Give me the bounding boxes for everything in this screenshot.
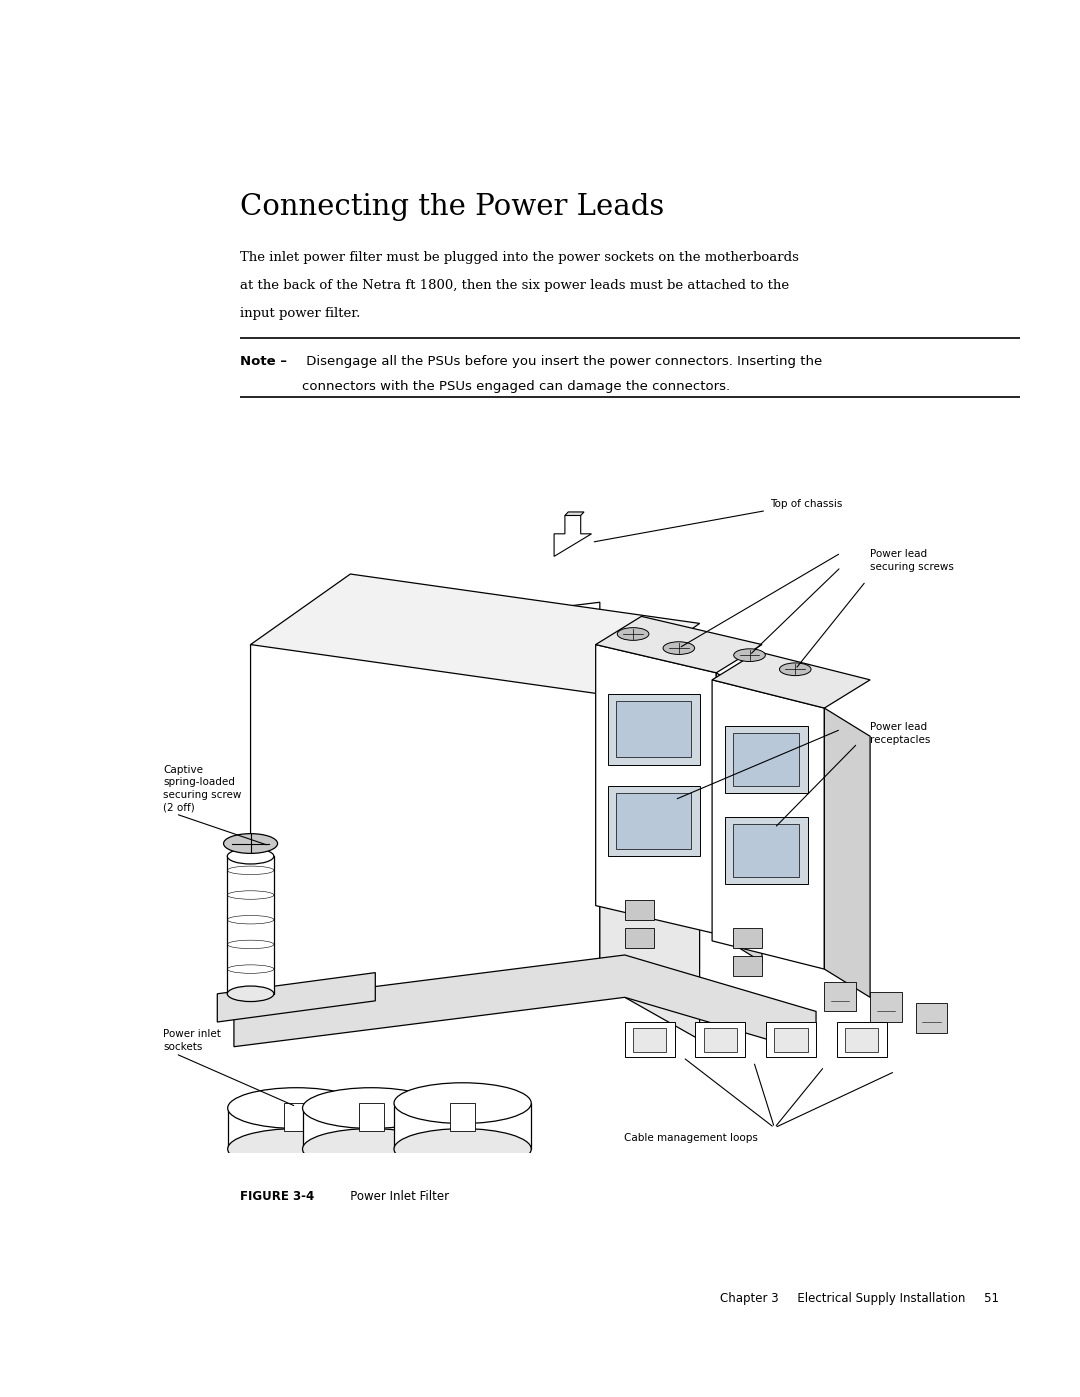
Polygon shape (217, 972, 376, 1023)
Bar (733, 928, 762, 949)
Polygon shape (251, 602, 599, 1025)
Ellipse shape (228, 1088, 365, 1129)
Text: Power lead
securing screws: Power lead securing screws (870, 549, 954, 573)
Bar (704, 1028, 737, 1052)
Bar (617, 792, 691, 849)
Polygon shape (596, 616, 762, 673)
Text: Power Inlet Filter: Power Inlet Filter (339, 1190, 449, 1203)
Polygon shape (712, 651, 870, 708)
Ellipse shape (302, 1129, 440, 1169)
Text: Power inlet
sockets: Power inlet sockets (163, 1030, 221, 1052)
Ellipse shape (394, 1083, 531, 1123)
Bar (284, 1104, 309, 1132)
Text: Chapter 3     Electrical Supply Installation     51: Chapter 3 Electrical Supply Installation… (720, 1292, 999, 1305)
Ellipse shape (302, 1088, 440, 1129)
Polygon shape (824, 708, 870, 997)
Ellipse shape (224, 834, 278, 854)
Bar (608, 785, 700, 856)
Bar (837, 1023, 887, 1058)
Bar (733, 957, 762, 977)
Bar (394, 1104, 531, 1148)
Bar (450, 1104, 475, 1132)
Polygon shape (599, 694, 700, 1039)
Bar (625, 1023, 675, 1058)
Bar (608, 694, 700, 764)
Bar (228, 1108, 365, 1148)
Bar (916, 1003, 947, 1032)
Text: connectors with the PSUs engaged can damage the connectors.: connectors with the PSUs engaged can dam… (302, 380, 730, 393)
Text: FIGURE 3-4: FIGURE 3-4 (240, 1190, 314, 1203)
Bar (870, 992, 902, 1023)
Ellipse shape (227, 848, 274, 863)
Bar (633, 1028, 666, 1052)
Ellipse shape (228, 1129, 365, 1169)
Ellipse shape (663, 641, 694, 654)
Text: The inlet power filter must be plugged into the power sockets on the motherboard: The inlet power filter must be plugged i… (240, 251, 798, 264)
Bar (617, 701, 691, 757)
Ellipse shape (227, 986, 274, 1002)
Ellipse shape (733, 648, 766, 662)
Bar (302, 1108, 440, 1148)
Text: Note –: Note – (240, 355, 287, 367)
Text: Captive
spring-loaded
securing screw
(2 off): Captive spring-loaded securing screw (2 … (163, 764, 242, 813)
Bar (774, 1028, 808, 1052)
Bar (359, 1104, 383, 1132)
Polygon shape (716, 673, 762, 963)
Text: at the back of the Netra ft 1800, then the six power leads must be attached to t: at the back of the Netra ft 1800, then t… (240, 279, 788, 292)
Bar (824, 982, 856, 1011)
Text: input power filter.: input power filter. (240, 307, 360, 320)
Polygon shape (565, 511, 584, 515)
Ellipse shape (618, 627, 649, 640)
Bar (625, 928, 653, 949)
Bar (733, 733, 799, 785)
Bar (733, 824, 799, 877)
Text: Connecting the Power Leads: Connecting the Power Leads (240, 193, 664, 221)
Polygon shape (251, 574, 700, 694)
Polygon shape (554, 515, 592, 556)
Bar (227, 856, 274, 993)
Text: Cable management loops: Cable management loops (624, 1133, 758, 1143)
Polygon shape (596, 644, 716, 933)
Bar (846, 1028, 878, 1052)
Text: Top of chassis: Top of chassis (770, 499, 842, 509)
Text: Power lead
receptacles: Power lead receptacles (870, 722, 931, 745)
Bar (766, 1023, 816, 1058)
Text: Disengage all the PSUs before you insert the power connectors. Inserting the: Disengage all the PSUs before you insert… (302, 355, 823, 367)
Polygon shape (234, 956, 816, 1053)
Bar (625, 900, 653, 919)
Bar (696, 1023, 745, 1058)
Bar (725, 817, 808, 884)
Bar (725, 725, 808, 792)
Polygon shape (712, 680, 824, 970)
Ellipse shape (780, 664, 811, 676)
Ellipse shape (394, 1129, 531, 1169)
